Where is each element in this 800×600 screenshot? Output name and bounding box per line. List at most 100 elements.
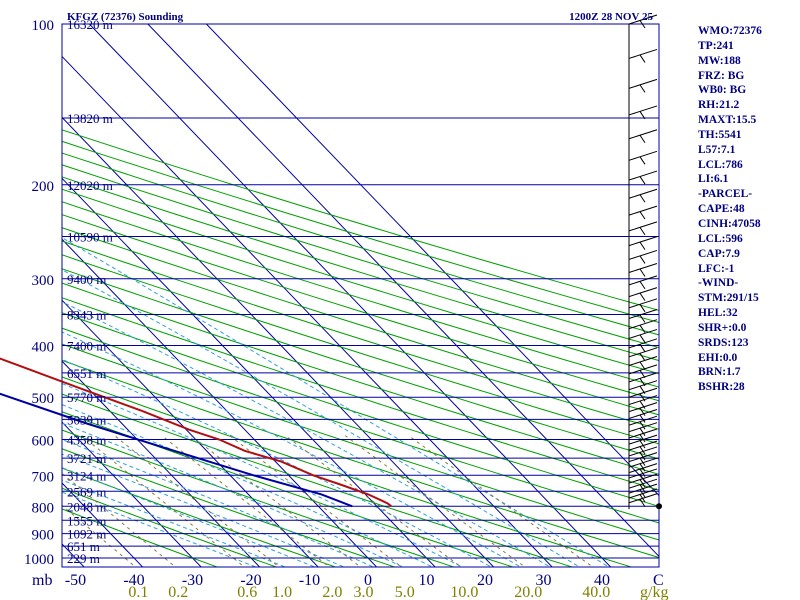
dry-adiabat-line [62,268,659,460]
plot-area [62,24,659,567]
wind-barb-flag [639,111,646,120]
dry-adiabat-line [62,214,659,402]
indices-line: RH:21.2 [698,99,740,112]
wind-barb [628,380,658,391]
temperature-tick-label: 10 [419,572,435,589]
wind-barb [628,452,658,463]
height-label: 1555 m [67,513,106,528]
isotherm-line [62,360,261,567]
wind-barb [628,78,658,89]
wind-barb [628,457,658,468]
wind-barb-flag [639,54,646,63]
sounding-indices-panel: WMO:72376 TP:241 MW:188 FRZ: BG WB0: BG RH:21… [698,24,798,395]
indices-line: L57:7.1 [698,143,736,156]
wind-barb-flag [639,468,646,477]
wind-barb [628,48,658,59]
mixing-ratio-tick-label: 10.0 [450,584,478,600]
moist-adiabat-line [62,453,346,567]
dry-adiabat-line [62,129,659,311]
moist-adiabat-line [62,269,581,567]
pressure-tick-label: 300 [32,273,55,289]
dry-adiabat-line [62,467,337,567]
wind-barb [628,188,658,199]
dry-adiabat-line [62,176,659,362]
indices-line: WB0: BG [698,84,747,97]
chart-title-right: 1200Z 28 NOV 25 [569,11,653,23]
moist-adiabat-line [62,479,287,567]
height-label: 3721 m [67,451,106,466]
wind-barb-flag [639,211,646,220]
moist-adiabat-line [62,404,434,567]
temperature-tick-label: 0 [364,572,372,589]
mixing-ratio-tick-label: 1.0 [272,584,292,600]
dry-adiabat-line [62,448,397,567]
isotherm-line [62,55,553,567]
indices-line: HEL:32 [698,307,738,320]
wind-barb [628,372,658,383]
height-label: 12020 m [67,178,113,193]
temperature-tick-label: 30 [536,572,552,589]
temperature-tick-label: 20 [477,572,493,589]
dry-adiabat-line [62,201,659,388]
mixing-ratio-tick-label: 0.2 [168,584,188,600]
pressure-unit-label: mb [32,572,52,589]
mixing-ratio-tick-label: 0.1 [128,584,148,600]
wind-barb-flag [639,134,646,144]
wind-barb-flag [639,440,646,449]
wind-barb [628,308,658,319]
wind-barb [628,298,658,309]
mixing-ratio-line [229,435,403,567]
wind-barb-flag [639,324,646,333]
wind-barb-flag [639,474,646,483]
temperature-tick-label: -50 [65,572,86,589]
wind-barb-flag [639,498,646,508]
indices-line: SRDS:123 [698,336,749,349]
wind-barb [628,387,658,398]
dry-adiabat-line [62,297,659,491]
mixing-ratio-line [114,435,280,567]
wind-barb [628,483,658,494]
wind-barb [628,170,658,181]
wind-barb-flag [639,156,646,165]
wind-barb [628,236,658,247]
isotherm-line [62,421,202,567]
mixing-ratio-tick-label: 20.0 [514,584,542,600]
indices-line: CAPE:48 [698,203,745,216]
isobar-lines [61,23,660,568]
temperature-unit-label: C [653,572,664,589]
wind-barb-flag [639,457,646,466]
dry-adiabat-line [62,282,659,475]
wind-barb-flag [639,421,646,430]
wind-barb-flag [639,20,646,29]
sounding-trace-3 [0,392,353,508]
wind-barb [628,440,658,451]
wind-barb [628,478,658,489]
indices-line: FRZ: BG [698,69,745,82]
indices-line: EHI:0.0 [698,351,738,364]
wind-barb [628,347,658,358]
moist-adiabat-line [62,237,611,567]
wind-barb-flag [639,84,646,93]
pressure-tick-label: 200 [32,179,55,195]
wind-barb-flag [639,446,646,455]
pressure-tick-label: 600 [32,434,55,450]
indices-line: TH:5541 [698,128,742,141]
dry-adiabat-line [62,327,659,524]
height-label: 5039 m [67,412,106,427]
temperature-tick-label: -40 [123,572,144,589]
wind-barb [628,409,658,419]
isotherm-line [62,238,378,567]
height-label: 229 m [67,551,100,566]
mixing-ratio-unit-label: g/kg [640,584,668,600]
moist-adiabat-line [62,358,493,567]
temperature-tick-label: -30 [182,572,203,589]
indices-line: BSHR:28 [698,381,745,394]
mixing-ratio-line [81,435,246,567]
wind-barb [628,105,658,116]
height-label: 1092 m [67,527,106,542]
temperature-tick-label: 40 [594,572,610,589]
dry-adiabat-line [62,508,219,567]
height-label: 5770 m [67,390,106,405]
wind-barb-flag [639,414,646,423]
temperature-tick-label: -10 [299,572,320,589]
